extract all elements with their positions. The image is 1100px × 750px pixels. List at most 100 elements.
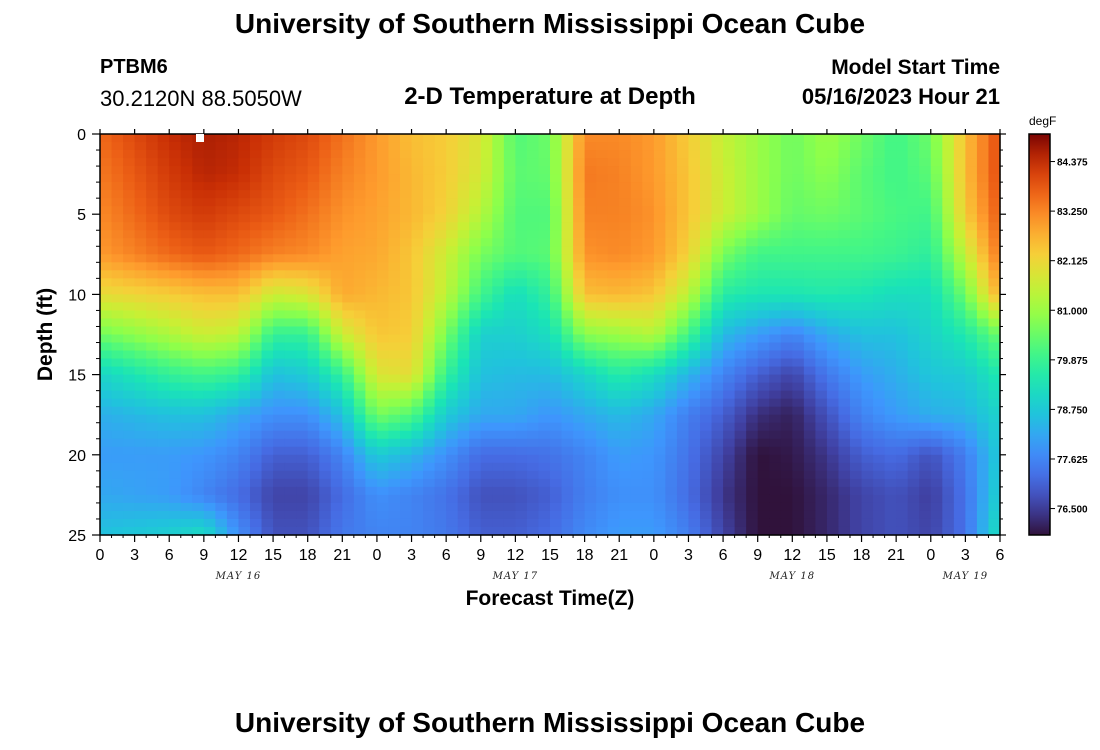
heatmap-cell	[261, 310, 274, 320]
heatmap-cell	[746, 190, 759, 199]
heatmap-cell	[780, 374, 793, 384]
heatmap-cell	[250, 286, 263, 295]
heatmap-cell	[480, 294, 493, 304]
heatmap-cell	[965, 470, 978, 480]
heatmap-cell	[757, 246, 770, 255]
heatmap-cell	[146, 366, 159, 376]
heatmap-cell	[861, 150, 874, 159]
heatmap-cell	[296, 350, 309, 360]
heatmap-cell	[930, 526, 943, 536]
heatmap-cell	[446, 222, 459, 231]
heatmap-cell	[907, 230, 920, 239]
heatmap-cell	[238, 502, 251, 512]
heatmap-cell	[342, 446, 355, 456]
heatmap-cell	[284, 430, 297, 440]
heatmap-cell	[607, 166, 620, 175]
heatmap-cell	[157, 182, 170, 191]
heatmap-cell	[815, 358, 828, 368]
heatmap-cell	[688, 206, 701, 215]
heatmap-cell	[850, 422, 863, 432]
heatmap-cell	[619, 262, 632, 271]
heatmap-cell	[803, 142, 816, 151]
heatmap-cell	[100, 422, 113, 432]
heatmap-cell	[434, 222, 447, 231]
heatmap-cell	[469, 158, 482, 167]
heatmap-cell	[653, 430, 666, 440]
heatmap-cell	[319, 262, 332, 271]
heatmap-cell	[330, 150, 343, 159]
heatmap-cell	[561, 510, 574, 520]
heatmap-cell	[769, 150, 782, 159]
heatmap-cell	[942, 446, 955, 456]
heatmap-cell	[861, 518, 874, 528]
heatmap-cell	[330, 518, 343, 528]
heatmap-cell	[988, 502, 1001, 512]
heatmap-cell	[434, 422, 447, 432]
heatmap-cell	[100, 342, 113, 352]
heatmap-cell	[423, 366, 436, 376]
heatmap-cell	[850, 302, 863, 312]
heatmap-cell	[688, 302, 701, 312]
heatmap-cell	[169, 174, 182, 183]
heatmap-cell	[100, 462, 113, 472]
heatmap-cell	[296, 342, 309, 352]
heatmap-cell	[203, 518, 216, 528]
heatmap-cell	[861, 494, 874, 504]
heatmap-cell	[146, 214, 159, 223]
heatmap-cell	[226, 494, 240, 504]
heatmap-cell	[480, 478, 493, 488]
heatmap-cell	[780, 422, 793, 432]
heatmap-cell	[365, 190, 378, 199]
heatmap-cell	[480, 270, 493, 279]
heatmap-cell	[238, 158, 251, 167]
heatmap-cell	[815, 238, 828, 247]
heatmap-cell	[480, 334, 493, 344]
heatmap-cell	[423, 262, 436, 271]
heatmap-cell	[330, 494, 343, 504]
heatmap-cell	[930, 238, 943, 247]
heatmap-cell	[884, 150, 897, 159]
heatmap-cell	[376, 382, 390, 392]
heatmap-cell	[480, 398, 493, 408]
heatmap-cell	[930, 174, 943, 183]
heatmap-cell	[561, 342, 574, 352]
heatmap-cell	[215, 222, 228, 231]
heatmap-cell	[653, 318, 666, 328]
heatmap-cell	[630, 438, 643, 448]
heatmap-cell	[226, 462, 240, 472]
heatmap-cell	[688, 502, 701, 512]
heatmap-cell	[353, 246, 366, 255]
heatmap-cell	[111, 294, 124, 304]
heatmap-cell	[746, 430, 759, 440]
heatmap-cell	[665, 390, 678, 400]
heatmap-cell	[284, 414, 297, 424]
heatmap-cell	[388, 198, 401, 207]
heatmap-cell	[215, 166, 228, 175]
heatmap-cell	[411, 494, 424, 504]
heatmap-cell	[757, 262, 770, 271]
heatmap-cell	[769, 182, 782, 191]
heatmap-cell	[400, 302, 413, 312]
heatmap-cell	[515, 230, 528, 239]
heatmap-cell	[469, 470, 482, 480]
heatmap-cell	[146, 262, 159, 271]
heatmap-cell	[665, 366, 678, 376]
heatmap-cell	[376, 518, 390, 528]
heatmap-cell	[469, 446, 482, 456]
heatmap-cell	[492, 334, 505, 344]
heatmap-cell	[157, 270, 170, 279]
heatmap-cell	[607, 310, 620, 320]
heatmap-cell	[723, 230, 736, 239]
heatmap-cell	[815, 198, 828, 207]
heatmap-cell	[746, 486, 759, 496]
heatmap-cell	[873, 422, 886, 432]
heatmap-cell	[861, 406, 874, 416]
heatmap-cell	[665, 302, 678, 312]
heatmap-cell	[665, 446, 678, 456]
heatmap-cell	[411, 318, 424, 328]
heatmap-cell	[919, 294, 932, 304]
heatmap-cell	[284, 398, 297, 408]
heatmap-cell	[861, 422, 874, 432]
heatmap-cell	[203, 326, 216, 336]
heatmap-cell	[250, 526, 263, 536]
